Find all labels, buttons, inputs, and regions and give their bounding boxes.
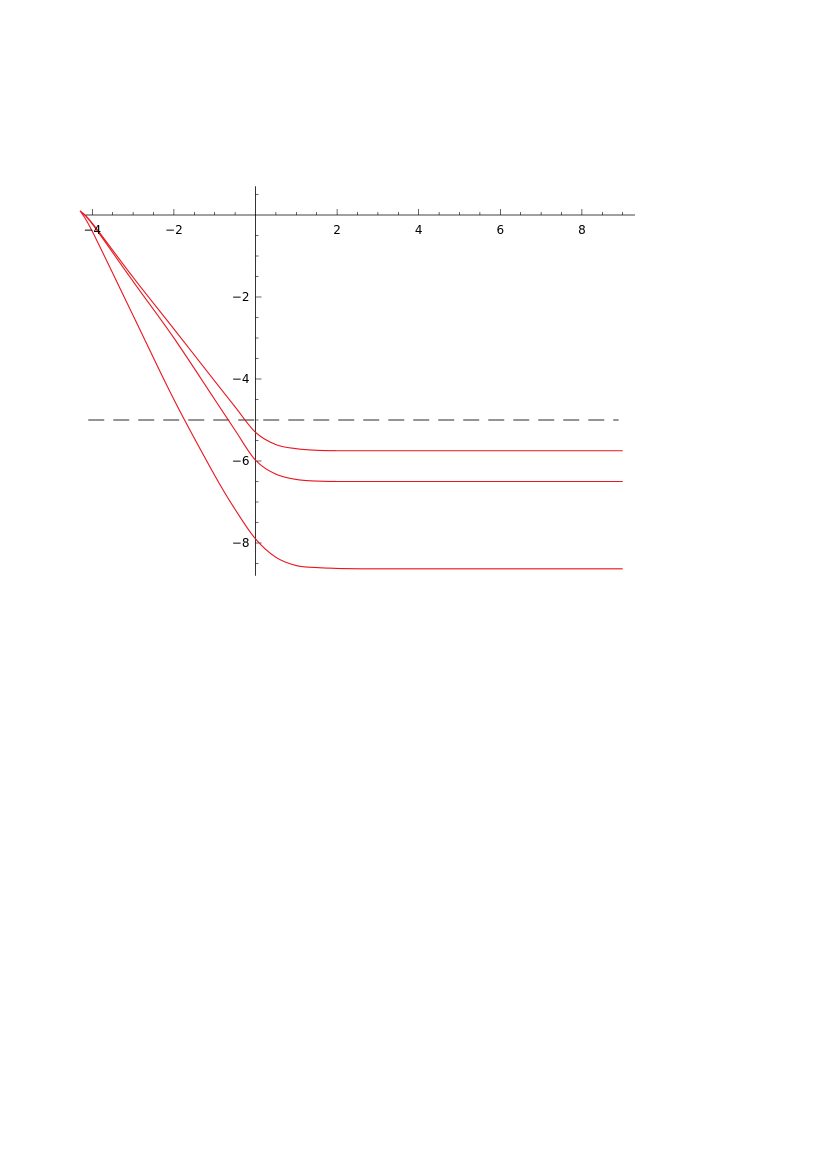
y-tick-label: −6 (232, 454, 250, 468)
x-tick-label: −2 (165, 223, 183, 237)
axes (84, 186, 635, 576)
y-tick-label: −4 (232, 372, 250, 386)
series-line-3 (79, 210, 623, 570)
y-tick-label: −8 (232, 536, 250, 550)
x-tick-label: 6 (496, 223, 504, 237)
series-line-2 (79, 210, 623, 483)
x-tick-label: 8 (578, 223, 586, 237)
y-tick-label: −2 (232, 290, 250, 304)
series-group (79, 210, 623, 570)
series-line-1 (79, 210, 623, 452)
x-tick-label: 2 (333, 223, 341, 237)
x-tick-label: −4 (83, 223, 101, 237)
tick-labels: −4 −2 2 4 6 8 −2 −4 −6 −8 (83, 223, 585, 550)
x-tick-label: 4 (415, 223, 423, 237)
